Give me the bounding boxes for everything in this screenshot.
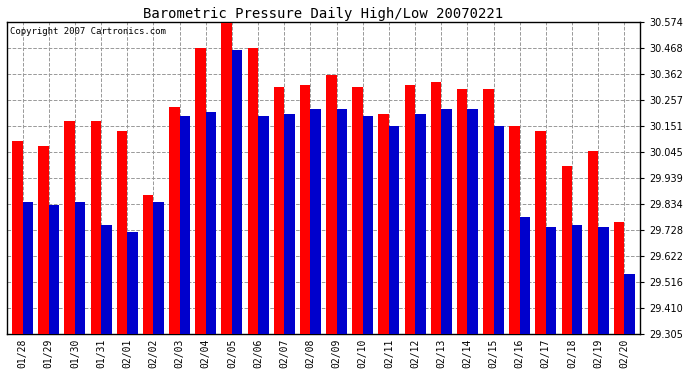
Bar	[248, 48, 258, 334]
Bar	[404, 84, 415, 334]
Bar	[195, 48, 206, 334]
Bar	[169, 106, 179, 334]
Bar	[337, 109, 347, 334]
Text: Copyright 2007 Cartronics.com: Copyright 2007 Cartronics.com	[10, 27, 166, 36]
Bar	[64, 122, 75, 334]
Bar	[258, 116, 268, 334]
Bar	[378, 114, 389, 334]
Bar	[143, 195, 153, 334]
Bar	[509, 126, 520, 334]
Bar	[483, 89, 493, 334]
Bar	[614, 222, 624, 334]
Bar	[274, 87, 284, 334]
Bar	[117, 131, 127, 334]
Bar	[562, 165, 572, 334]
Bar	[520, 217, 530, 334]
Bar	[363, 116, 373, 334]
Bar	[389, 126, 400, 334]
Bar	[101, 225, 112, 334]
Bar	[75, 202, 86, 334]
Bar	[431, 82, 441, 334]
Title: Barometric Pressure Daily High/Low 20070221: Barometric Pressure Daily High/Low 20070…	[144, 7, 504, 21]
Bar	[49, 205, 59, 334]
Bar	[624, 274, 635, 334]
Bar	[493, 126, 504, 334]
Bar	[39, 146, 49, 334]
Bar	[467, 109, 478, 334]
Bar	[457, 89, 467, 334]
Bar	[546, 227, 556, 334]
Bar	[179, 116, 190, 334]
Bar	[535, 131, 546, 334]
Bar	[232, 50, 242, 334]
Bar	[598, 227, 609, 334]
Bar	[90, 122, 101, 334]
Bar	[588, 151, 598, 334]
Bar	[284, 114, 295, 334]
Bar	[300, 84, 310, 334]
Bar	[206, 111, 216, 334]
Bar	[310, 109, 321, 334]
Bar	[353, 87, 363, 334]
Bar	[153, 202, 164, 334]
Bar	[221, 23, 232, 334]
Bar	[326, 75, 337, 334]
Bar	[572, 225, 582, 334]
Bar	[23, 202, 33, 334]
Bar	[441, 109, 452, 334]
Bar	[127, 232, 138, 334]
Bar	[415, 114, 426, 334]
Bar	[12, 141, 23, 334]
